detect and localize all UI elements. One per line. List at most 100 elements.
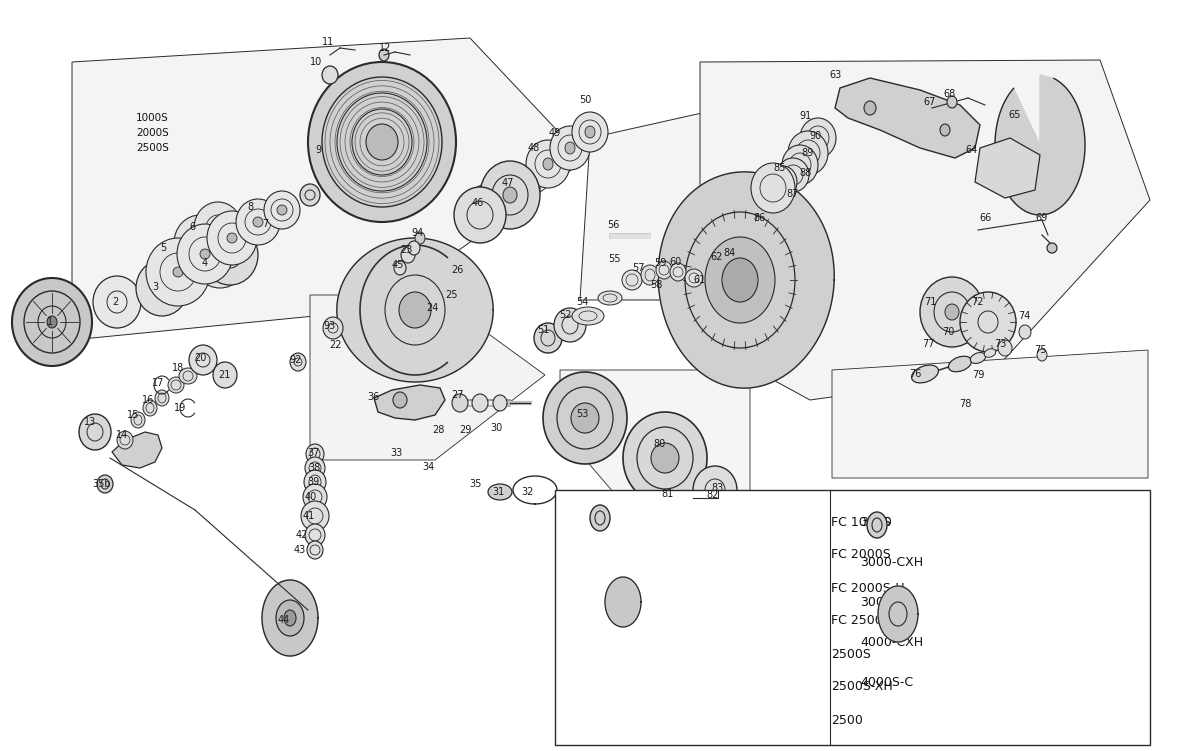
Text: 63: 63 (829, 70, 841, 80)
Ellipse shape (912, 365, 938, 383)
Text: 2500S: 2500S (136, 143, 169, 153)
Ellipse shape (656, 261, 672, 279)
Ellipse shape (788, 131, 828, 175)
Ellipse shape (118, 431, 133, 449)
Text: 18: 18 (172, 363, 184, 373)
Ellipse shape (946, 304, 959, 320)
Text: FC 1000S: FC 1000S (830, 515, 890, 529)
Ellipse shape (1019, 325, 1031, 339)
Ellipse shape (984, 348, 996, 357)
Text: 73: 73 (994, 339, 1006, 349)
Ellipse shape (178, 224, 233, 284)
Ellipse shape (12, 278, 92, 366)
Text: 2000S: 2000S (136, 128, 169, 138)
Ellipse shape (290, 353, 306, 371)
Text: 47: 47 (502, 178, 514, 188)
Text: 70: 70 (942, 327, 954, 337)
Ellipse shape (751, 163, 796, 213)
Ellipse shape (322, 66, 338, 84)
Text: 76: 76 (908, 369, 922, 379)
Ellipse shape (550, 126, 590, 170)
Ellipse shape (670, 263, 686, 281)
Ellipse shape (650, 443, 679, 473)
Ellipse shape (284, 610, 296, 626)
Ellipse shape (214, 362, 238, 388)
Ellipse shape (264, 191, 300, 229)
Ellipse shape (948, 356, 972, 372)
Text: 75: 75 (1033, 345, 1046, 355)
Text: 87: 87 (787, 189, 799, 199)
Text: 30: 30 (490, 423, 502, 433)
Text: 78: 78 (959, 399, 971, 409)
Ellipse shape (173, 267, 182, 277)
Ellipse shape (394, 392, 407, 408)
Text: 27: 27 (451, 390, 463, 400)
Text: 9: 9 (314, 145, 322, 155)
Text: 65: 65 (1009, 110, 1021, 120)
Ellipse shape (300, 184, 320, 206)
Ellipse shape (998, 340, 1012, 356)
Ellipse shape (79, 414, 112, 450)
Ellipse shape (301, 501, 329, 531)
Ellipse shape (500, 166, 540, 210)
Ellipse shape (800, 118, 836, 158)
Ellipse shape (305, 524, 325, 546)
Ellipse shape (534, 323, 562, 353)
Ellipse shape (515, 182, 526, 194)
Ellipse shape (302, 484, 326, 510)
Text: 92: 92 (290, 355, 302, 365)
Text: 3000-XH: 3000-XH (860, 596, 913, 608)
Text: 40: 40 (305, 492, 317, 502)
Ellipse shape (554, 308, 586, 342)
Ellipse shape (1046, 243, 1057, 253)
Text: FC 2000S-H: FC 2000S-H (830, 581, 905, 595)
Ellipse shape (960, 292, 1016, 352)
Ellipse shape (722, 258, 758, 302)
Text: 56: 56 (607, 220, 619, 230)
Text: 35: 35 (469, 479, 481, 489)
Text: 37: 37 (308, 448, 320, 458)
Text: 24: 24 (426, 303, 438, 313)
Ellipse shape (307, 541, 323, 559)
Ellipse shape (866, 512, 887, 538)
Polygon shape (374, 385, 445, 420)
Ellipse shape (598, 291, 622, 305)
Text: 20: 20 (194, 353, 206, 363)
Text: 2: 2 (112, 297, 118, 307)
Text: 11: 11 (322, 37, 334, 47)
Text: 68: 68 (944, 89, 956, 99)
Ellipse shape (179, 368, 197, 384)
Text: 8: 8 (247, 202, 253, 212)
Ellipse shape (971, 352, 985, 363)
Polygon shape (658, 172, 834, 388)
Ellipse shape (947, 96, 958, 108)
Text: 85: 85 (774, 163, 786, 173)
Text: 94: 94 (412, 228, 424, 238)
Text: 60: 60 (668, 257, 682, 267)
Text: 32: 32 (522, 487, 534, 497)
Text: 17: 17 (152, 378, 164, 388)
Text: 80: 80 (653, 439, 665, 449)
Ellipse shape (379, 49, 389, 61)
Text: 77: 77 (922, 339, 935, 349)
Polygon shape (112, 432, 162, 468)
Text: 31: 31 (492, 487, 504, 497)
Text: 21: 21 (218, 370, 230, 380)
Ellipse shape (202, 225, 258, 285)
Ellipse shape (208, 211, 257, 265)
Ellipse shape (623, 412, 707, 504)
Text: 1: 1 (47, 317, 53, 327)
Ellipse shape (472, 394, 488, 412)
Text: 1000S: 1000S (136, 113, 169, 123)
Ellipse shape (466, 184, 510, 232)
Ellipse shape (452, 394, 468, 412)
Text: 4000S-C: 4000S-C (860, 675, 913, 689)
Text: 10: 10 (310, 57, 322, 67)
Polygon shape (560, 370, 750, 500)
Text: 79: 79 (972, 370, 984, 380)
Polygon shape (262, 580, 318, 656)
Text: 2500S: 2500S (830, 647, 871, 660)
Text: 4000-CXH: 4000-CXH (860, 635, 923, 649)
Text: 53: 53 (576, 409, 588, 419)
Text: 26: 26 (451, 265, 463, 275)
